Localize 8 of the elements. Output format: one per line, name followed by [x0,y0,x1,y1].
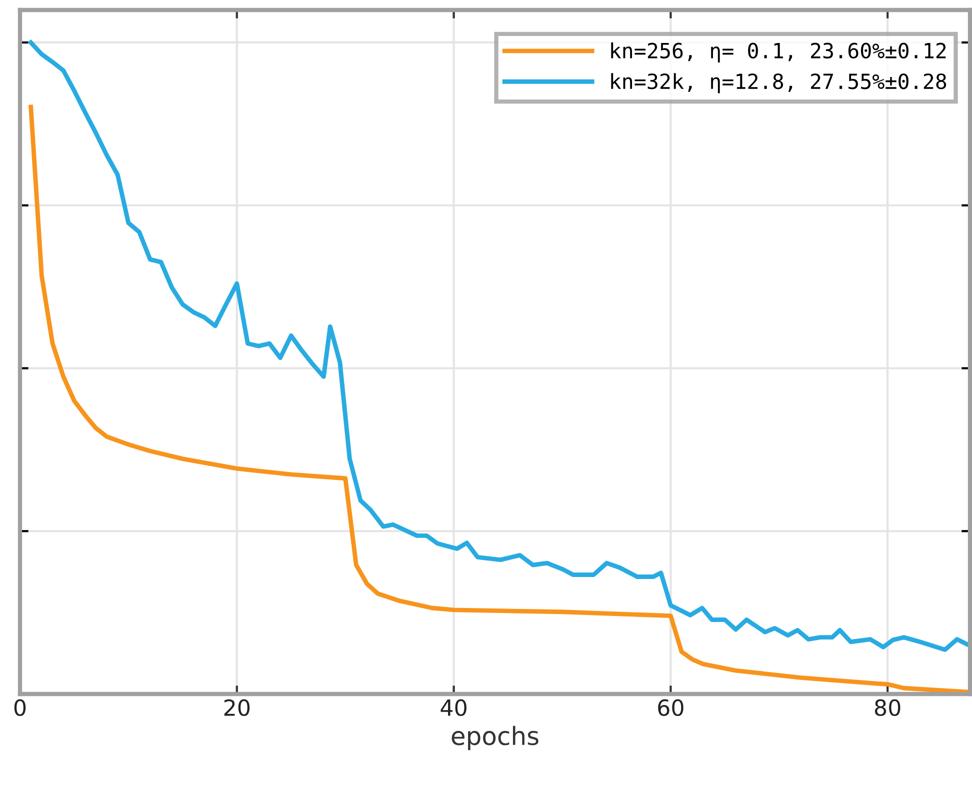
x-tick-label: 20 [224,699,250,716]
x-axis-title: epochs [452,726,538,750]
legend-label: kn=256, η= 0.1, 23.60%±0.12 [611,42,946,63]
x-tick-label: 40 [440,699,466,716]
legend-label: kn=32k, η=12.8, 27.55%±0.28 [611,73,946,94]
x-tick-label: 60 [658,699,684,716]
x-tick-label: 0 [14,699,26,716]
x-tick-label: 80 [874,699,900,716]
